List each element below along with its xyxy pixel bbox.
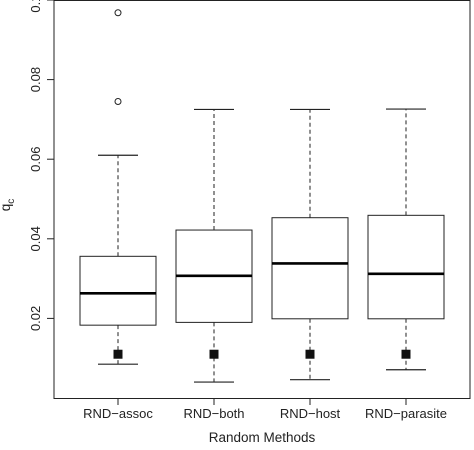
y-tick-label: 0.04 bbox=[28, 226, 43, 251]
y-axis-title-subscript: c bbox=[6, 199, 17, 204]
observed-marker bbox=[209, 349, 219, 359]
box-group bbox=[175, 108, 253, 383]
box-group bbox=[79, 9, 157, 365]
y-axis-title: qc bbox=[0, 199, 17, 212]
outlier-point bbox=[114, 9, 122, 17]
outlier-point bbox=[114, 97, 122, 105]
observed-marker bbox=[401, 349, 411, 359]
x-tick-label: RND−assoc bbox=[83, 406, 153, 421]
x-tick-label: RND−host bbox=[280, 406, 341, 421]
x-tick-label: RND−both bbox=[183, 406, 244, 421]
boxes-layer bbox=[79, 9, 445, 383]
observed-marker bbox=[305, 349, 315, 359]
y-axis: 0.02 0.04 0.06 0.08 0.10 bbox=[28, 0, 54, 331]
box-group bbox=[271, 108, 349, 381]
y-axis-title-main: q bbox=[0, 204, 13, 212]
box-iqr bbox=[79, 255, 157, 326]
observed-marker bbox=[113, 349, 123, 359]
plot-border bbox=[53, 0, 471, 399]
box-iqr bbox=[271, 217, 349, 320]
box-group bbox=[367, 108, 445, 371]
x-axis-title: Random Methods bbox=[209, 430, 316, 445]
x-tick-label: RND−parasite bbox=[365, 406, 447, 421]
y-tick-label: 0.10 bbox=[28, 0, 43, 13]
y-tick-label: 0.08 bbox=[28, 67, 43, 92]
x-axis: RND−assoc RND−both RND−host RND−parasite bbox=[83, 398, 447, 421]
plot-frame bbox=[53, 0, 471, 399]
box-iqr bbox=[367, 214, 445, 320]
y-tick-label: 0.06 bbox=[28, 147, 43, 172]
y-tick-label: 0.02 bbox=[28, 306, 43, 331]
